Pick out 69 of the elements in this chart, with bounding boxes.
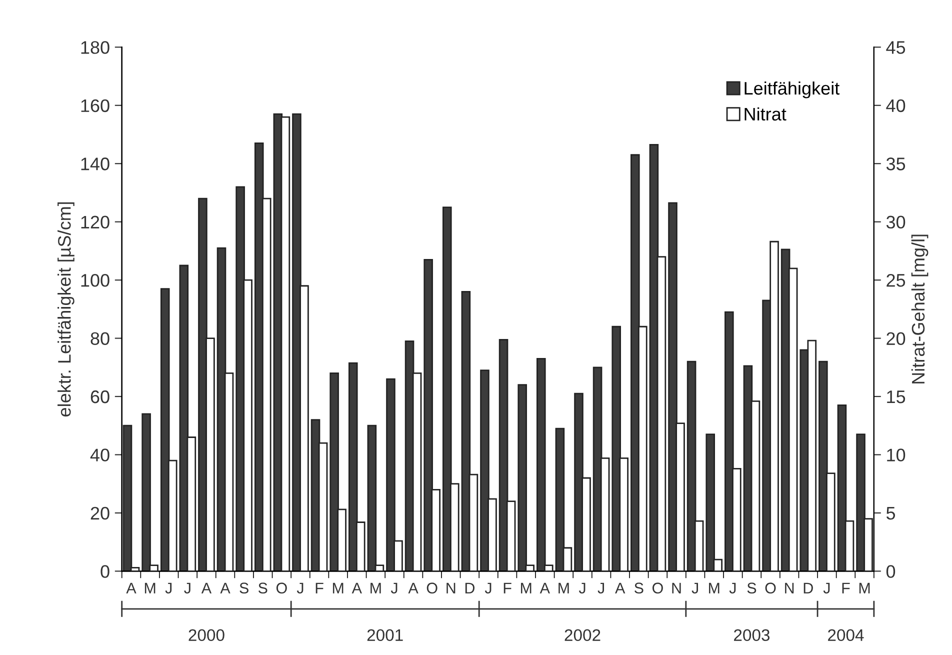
x-tick-label: J <box>484 582 492 594</box>
y2-tick-label: 25 <box>886 274 906 287</box>
y-tick-label: 40 <box>90 448 110 462</box>
text: 2002 <box>564 629 600 642</box>
y2-tick-label: 35 <box>886 158 906 170</box>
y2-tick-label: 0 <box>886 565 896 578</box>
x-tick-label: M <box>520 582 532 594</box>
x-tick-label: O <box>276 582 287 594</box>
legend-label: Leitfähigkeit <box>744 81 840 98</box>
y-tick-label: 180 <box>81 41 110 54</box>
x-tick-label: A <box>615 582 626 594</box>
y2-tick-label: 5 <box>886 507 896 520</box>
x-tick-label: J <box>390 582 398 594</box>
x-tick-label: J <box>184 582 190 594</box>
x-tick-label: M <box>144 582 156 594</box>
text: 2004 <box>828 629 864 642</box>
y2-tick-label: 20 <box>886 332 906 345</box>
x-tick-label: F <box>842 582 850 594</box>
x-tick-label: F <box>504 582 512 594</box>
x-tick-label: S <box>747 582 756 594</box>
x-tick-label: J <box>165 582 172 594</box>
x-tick-label: S <box>240 582 248 594</box>
text: 2000 <box>188 629 224 642</box>
y-tick-label: 160 <box>81 99 110 112</box>
x-tick-label: J <box>823 582 830 594</box>
y-axis-title: elektr. Leitfähigkeit [µS/cm] <box>58 202 74 416</box>
y-tick-label: 20 <box>90 506 110 520</box>
x-tick-label: J <box>692 582 698 594</box>
x-tick-label: A <box>126 582 136 594</box>
x-tick-label: F <box>316 582 324 594</box>
x-tick-label: N <box>785 582 794 594</box>
y2-tick-label: 30 <box>886 216 906 229</box>
x-tick-label: O <box>426 582 438 594</box>
x-tick-label: J <box>578 582 586 594</box>
y-tick-label: 100 <box>81 274 110 287</box>
x-tick-label: O <box>765 582 776 594</box>
x-tick-label: A <box>540 582 550 594</box>
x-tick-label: M <box>332 582 344 594</box>
x-tick-label: D <box>465 582 474 594</box>
x-tick-label: O <box>652 582 663 594</box>
y-tick-label: 140 <box>81 158 110 170</box>
y2-tick-label: 15 <box>887 390 906 404</box>
x-tick-label: M <box>709 582 720 594</box>
text: 2001 <box>367 629 403 642</box>
legend-label: Nitrat <box>744 107 786 121</box>
x-tick-label: A <box>201 582 212 594</box>
y2-tick-label: 45 <box>886 41 906 54</box>
x-tick-label: J <box>296 582 304 594</box>
y2-axis-title: Nitrat-Gehalt [mg/l] <box>911 234 928 384</box>
y-tick-label: 0 <box>100 565 110 578</box>
x-tick-label: A <box>352 582 362 594</box>
x-tick-label: S <box>258 582 268 594</box>
y-tick-label: 60 <box>90 390 110 404</box>
x-tick-label: N <box>446 582 456 594</box>
x-tick-label: J <box>598 582 604 594</box>
x-tick-label: N <box>672 582 681 594</box>
text: 2003 <box>734 629 770 642</box>
x-tick-label: J <box>729 582 736 594</box>
x-tick-label: M <box>558 582 569 594</box>
x-tick-label: A <box>408 582 418 594</box>
x-tick-label: D <box>804 582 813 594</box>
x-tick-label: M <box>859 582 870 594</box>
y-tick-label: 80 <box>90 332 110 345</box>
y-tick-label: 120 <box>81 216 110 229</box>
x-tick-label: S <box>634 582 644 594</box>
x-tick-label: A <box>220 582 230 594</box>
y2-tick-label: 10 <box>887 448 906 462</box>
y2-tick-label: 40 <box>886 99 906 112</box>
x-tick-label: M <box>370 582 381 594</box>
